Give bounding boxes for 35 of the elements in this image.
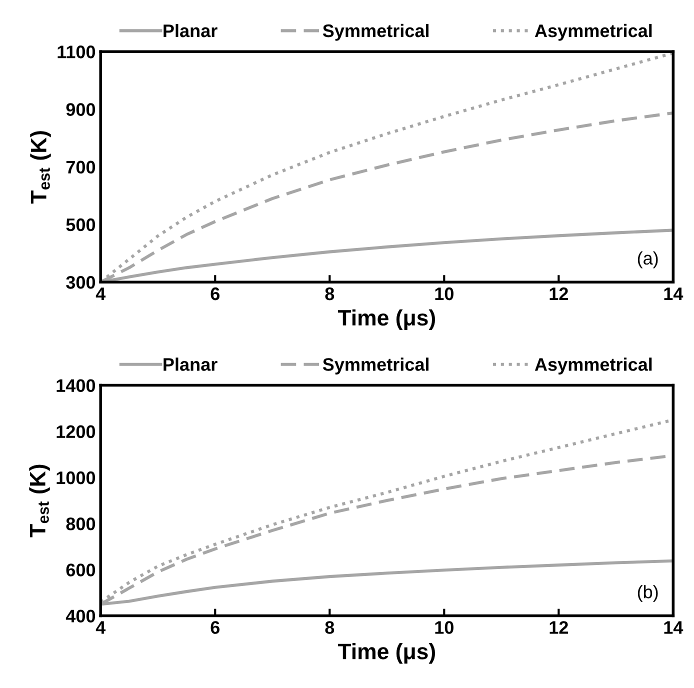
x-tick-label: 14 xyxy=(664,288,684,300)
x-axis-title: Time (μs) xyxy=(338,309,436,330)
x-tick-label: 8 xyxy=(325,287,334,300)
y-tick-label: 800 xyxy=(66,518,96,530)
x-tick-label: 4 xyxy=(96,621,106,634)
legend-label: Symmetrical xyxy=(322,358,428,374)
x-tick-label: 12 xyxy=(550,287,568,300)
x-tick-label: 6 xyxy=(210,287,220,300)
legend-label: Planar xyxy=(164,24,218,38)
x-axis-title: Time (μs) xyxy=(338,643,436,664)
x-tick-label: 10 xyxy=(435,621,454,634)
y-tick-label: 400 xyxy=(66,610,96,622)
y-tick-label: 1100 xyxy=(58,46,96,58)
y-tick-label: 700 xyxy=(66,160,96,174)
x-tick-label: 10 xyxy=(435,287,454,300)
y-tick-label: 900 xyxy=(66,103,96,116)
x-tick-label: 14 xyxy=(664,621,684,634)
annotation: (a) xyxy=(638,251,658,268)
y-tick-label: 600 xyxy=(66,564,96,576)
y-tick-label: 500 xyxy=(66,218,96,232)
y-tick-label: 1200 xyxy=(56,425,96,438)
legend-label: Asymmetrical xyxy=(534,358,652,374)
y-axis-title: T$_{est}$ (K) xyxy=(30,131,51,204)
legend-label: Planar xyxy=(164,358,218,371)
legend-label: Symmetrical xyxy=(322,24,428,41)
legend-label: Asymmetrical xyxy=(534,24,652,41)
y-tick-label: 1000 xyxy=(56,471,96,484)
y-tick-label: 1400 xyxy=(56,379,96,392)
y-axis-title: T$_{est}$ (K) xyxy=(29,464,50,538)
y-tick-label: 300 xyxy=(66,276,96,289)
x-tick-label: 4 xyxy=(96,288,106,300)
x-tick-label: 12 xyxy=(550,621,568,634)
x-tick-label: 6 xyxy=(210,621,220,634)
x-tick-label: 8 xyxy=(325,621,334,634)
annotation: (b) xyxy=(638,585,658,602)
